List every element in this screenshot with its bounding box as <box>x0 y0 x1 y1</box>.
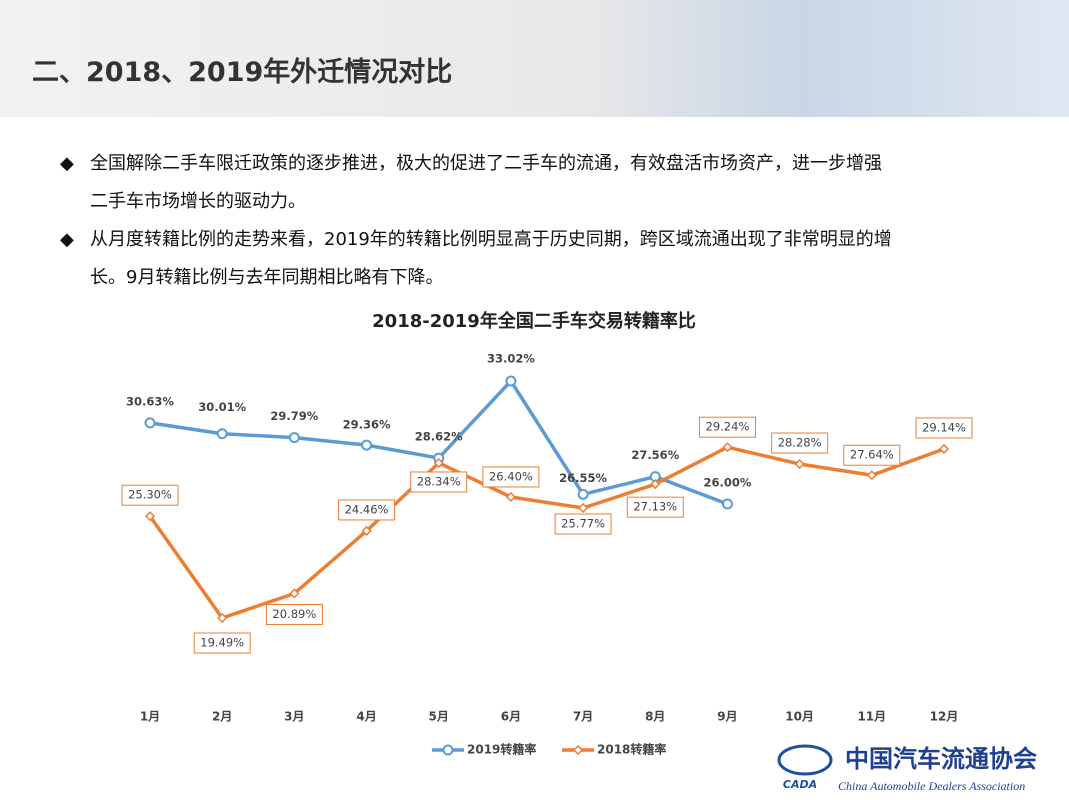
point <box>433 457 444 469</box>
bullet-line: 全国解除二手车限迁政策的逐步推进，极大的促进了二手车的流通，有效盘活市场资产，进… <box>90 153 882 174</box>
bullet: ◆ 全国解除二手车限迁政策的逐步推进，极大的促进了二手车的流通，有效盘活市场资产，… <box>60 145 882 221</box>
point <box>577 488 589 500</box>
legend-marker <box>572 744 584 756</box>
data-label: 26.00% <box>704 475 752 489</box>
logo: CADA 中国汽车流通协会 China Automobile Dealers A… <box>777 744 1037 793</box>
x-tick-label: 2月 <box>212 710 232 724</box>
point <box>144 511 156 522</box>
series-line <box>148 445 945 620</box>
point <box>361 439 373 451</box>
x-tick-label: 9月 <box>717 710 737 724</box>
legend-label: 2018转籍率 <box>597 742 666 757</box>
data-label-box <box>410 471 468 493</box>
data-label: 28.34% <box>417 474 461 488</box>
point <box>794 458 805 470</box>
chart-title: 2018-2019年全国二手车交易转籍率比 <box>372 310 696 332</box>
logo-icon <box>777 744 833 776</box>
data-label: 27.13% <box>633 500 677 514</box>
bullet-line: 二手车市场增长的驱动力。 <box>90 191 306 212</box>
point <box>505 375 517 387</box>
bullet: ◆ 从月度转籍比例的走势来看，2019年的转籍比例明显高于历史同期，跨区域流通出现… <box>60 221 892 297</box>
point <box>289 588 300 599</box>
point <box>866 470 877 481</box>
data-label: 24.46% <box>345 502 389 516</box>
point <box>288 432 300 444</box>
bullet-line: 长。9月转籍比例与去年同期相比略有下降。 <box>90 267 444 288</box>
legend-label: 2019转籍率 <box>467 742 536 757</box>
x-tick-label: 7月 <box>573 710 593 724</box>
x-tick-label: 1月 <box>140 710 160 724</box>
data-label: 29.79% <box>270 409 318 423</box>
data-label-box <box>338 499 396 521</box>
data-label-box <box>843 444 901 466</box>
point <box>144 417 156 429</box>
data-label-box <box>915 417 973 439</box>
data-label: 20.89% <box>272 607 316 621</box>
x-tick-label: 6月 <box>501 710 521 724</box>
data-label-box <box>121 484 179 506</box>
data-label: 28.62% <box>415 430 463 444</box>
slide-title: 二、2018、2019年外迁情况对比 <box>32 57 453 88</box>
data-label: 26.40% <box>489 469 533 483</box>
x-tick-label: 5月 <box>429 710 449 724</box>
point <box>505 491 516 503</box>
point <box>578 502 589 514</box>
data-label-box <box>554 513 612 535</box>
data-label: 29.14% <box>922 420 966 434</box>
data-label: 27.56% <box>631 448 679 462</box>
point <box>361 525 372 537</box>
logo-en: China Automobile Dealers Association <box>838 779 1025 793</box>
bullet-line: 从月度转籍比例的走势来看，2019年的转籍比例明显高于历史同期，跨区域流通出现了… <box>90 229 892 250</box>
point <box>216 428 228 440</box>
data-label-box <box>626 496 684 518</box>
data-label-box <box>771 432 829 454</box>
data-label: 25.30% <box>128 488 172 502</box>
data-label-box <box>698 416 756 438</box>
data-label-box <box>482 466 540 488</box>
data-label: 19.49% <box>200 636 244 650</box>
data-label: 33.02% <box>487 352 535 366</box>
x-tick-label: 3月 <box>284 710 304 724</box>
data-label: 25.77% <box>561 516 605 530</box>
legend-marker <box>442 744 454 756</box>
point <box>217 612 228 624</box>
x-tick-label: 8月 <box>645 710 665 724</box>
data-label: 26.55% <box>559 471 607 485</box>
point <box>650 479 661 490</box>
data-label-box <box>193 632 251 654</box>
x-tick-label: 10月 <box>785 710 814 724</box>
data-label: 29.36% <box>343 418 391 432</box>
data-label: 30.63% <box>126 394 174 408</box>
data-label: 28.28% <box>778 436 822 450</box>
point <box>938 443 950 455</box>
point <box>721 498 733 510</box>
header-band <box>0 0 1069 117</box>
data-label: 27.64% <box>850 448 894 462</box>
point <box>722 442 733 453</box>
x-tick-label: 12月 <box>930 710 959 724</box>
data-label: 29.24% <box>706 420 750 434</box>
logo-abbr: CADA <box>783 778 817 791</box>
x-tick-label: 4月 <box>356 710 376 724</box>
x-tick-label: 11月 <box>857 710 886 724</box>
data-label: 30.01% <box>198 400 246 414</box>
data-label-box <box>265 603 323 625</box>
logo-cn: 中国汽车流通协会 <box>845 745 1037 773</box>
